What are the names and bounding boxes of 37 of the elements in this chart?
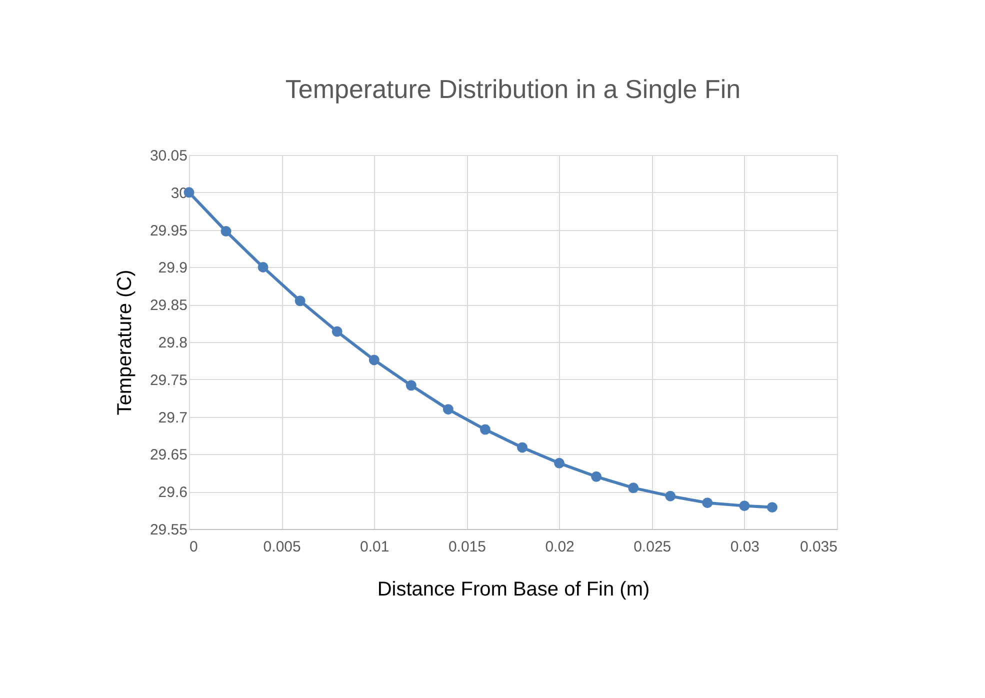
point xyxy=(554,458,565,468)
chart-title: Temperature Distribution in a Single Fin xyxy=(285,74,741,104)
point xyxy=(442,404,454,415)
point xyxy=(480,424,490,435)
y-tick-label: 29.8 xyxy=(158,334,188,352)
y-tick-label: 29.95 xyxy=(150,222,188,240)
point xyxy=(220,226,232,237)
x-tick-label: 0.03 xyxy=(730,538,760,556)
y-tick-label: 29.85 xyxy=(150,297,188,314)
point xyxy=(628,482,639,494)
y-tick-label: 30.05 xyxy=(150,148,188,164)
x-axis-title: Distance From Base of Fin (m) xyxy=(377,578,650,600)
y-tick-label: 29.75 xyxy=(150,372,188,389)
y-tick-label: 29.7 xyxy=(158,409,188,426)
x-tick-label: 0.035 xyxy=(800,538,838,556)
x-tick-label: 0.015 xyxy=(448,538,486,556)
x-tick-label: 0 xyxy=(190,538,198,556)
point xyxy=(517,442,528,453)
point xyxy=(406,380,416,391)
y-axis-title: Temperature (C) xyxy=(114,270,136,416)
point xyxy=(591,471,602,482)
x-tick-label: 0.01 xyxy=(360,538,390,556)
y-tick-label: 29.55 xyxy=(150,522,188,538)
point xyxy=(739,500,750,512)
x-tick-label: 0.02 xyxy=(545,538,574,556)
x-tick-label: 0.005 xyxy=(263,538,301,556)
point xyxy=(258,262,268,272)
y-tick-label: 29.9 xyxy=(158,260,188,277)
point xyxy=(294,296,306,306)
x-tick-label: 0.025 xyxy=(634,538,672,556)
y-tick-label: 29.6 xyxy=(158,484,188,502)
y-tick-label: 29.65 xyxy=(150,446,188,464)
point xyxy=(702,498,713,508)
point xyxy=(766,502,778,513)
point xyxy=(665,490,676,502)
point xyxy=(368,354,380,366)
point xyxy=(332,326,342,337)
